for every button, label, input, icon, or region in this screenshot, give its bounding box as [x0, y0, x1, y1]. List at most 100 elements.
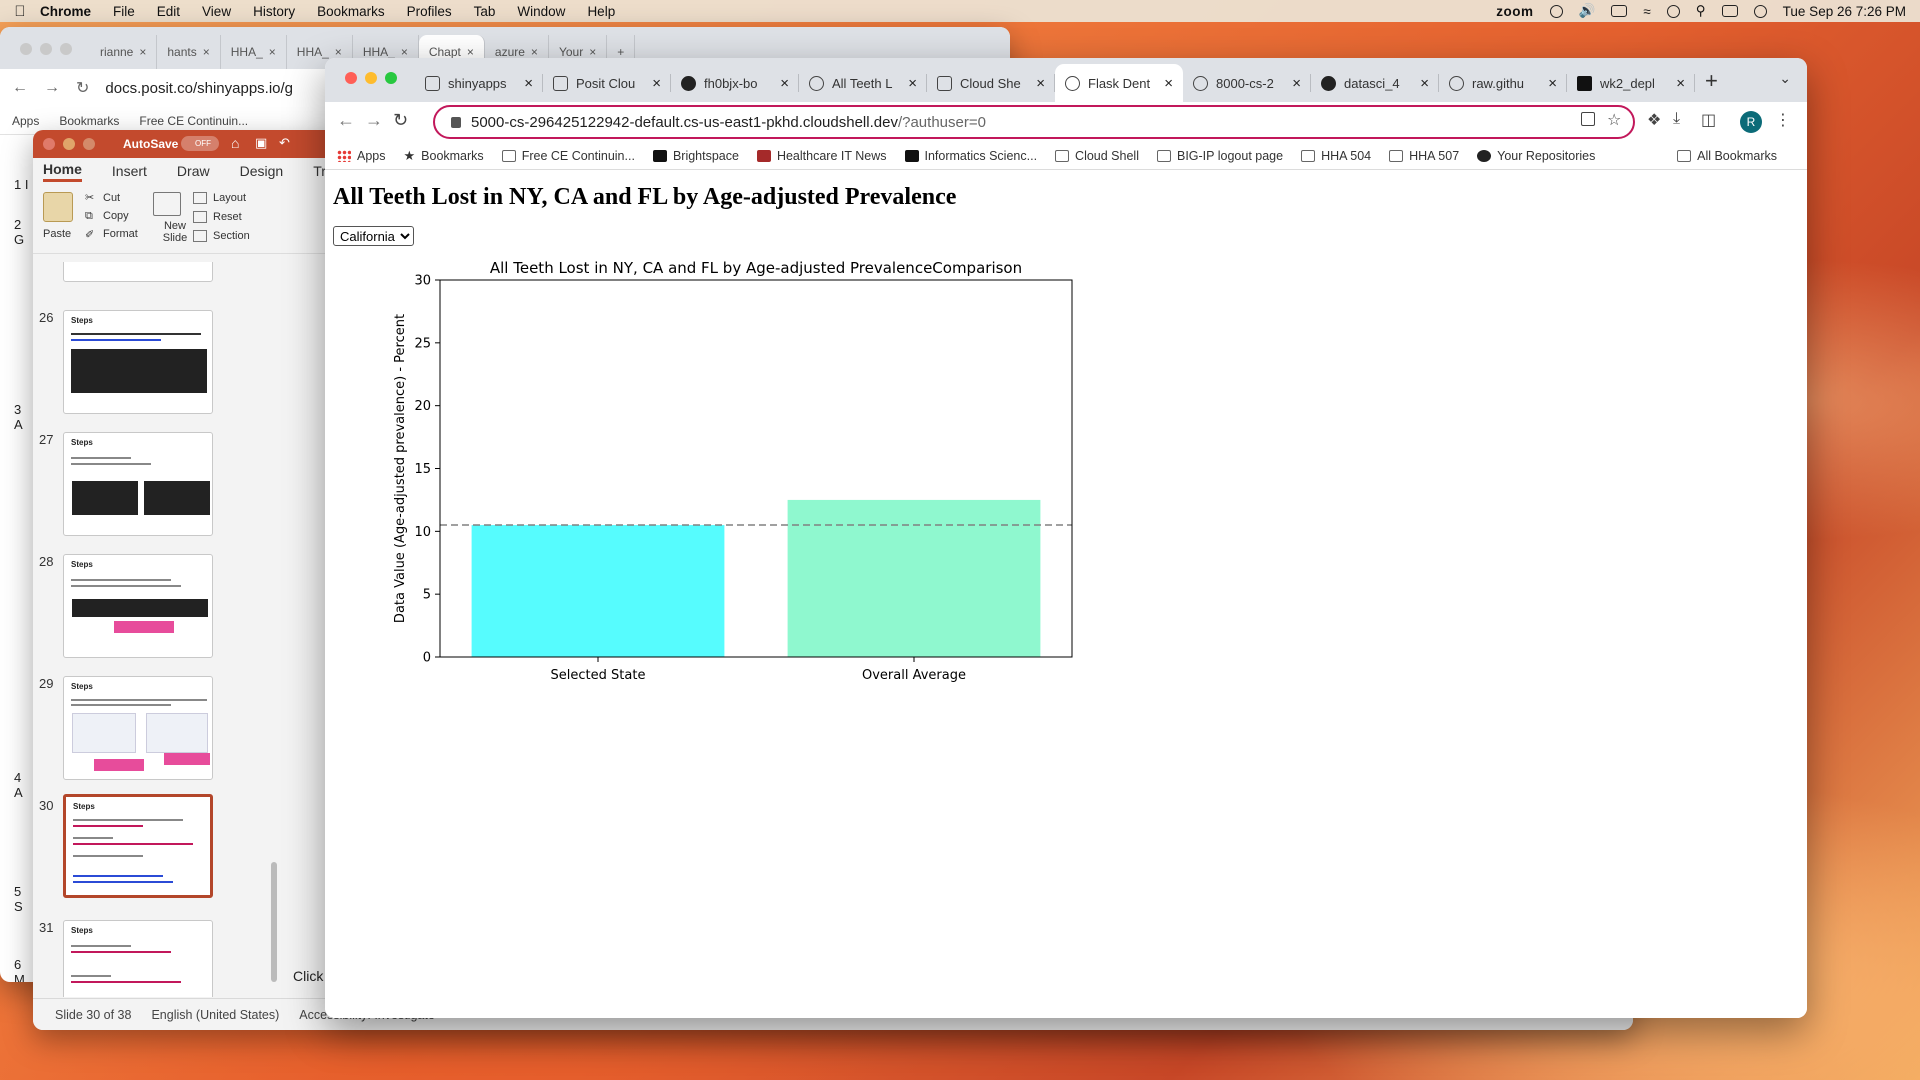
cut-icon[interactable]: ✂ [85, 192, 95, 204]
ppt-close-button[interactable] [43, 138, 55, 150]
slide-placeholder-text[interactable]: Click [293, 968, 324, 984]
ppt-minimize-button[interactable] [63, 138, 75, 150]
browser-tab[interactable]: Posit Clou × [543, 64, 671, 102]
ribbon-tab-insert[interactable]: Insert [111, 163, 147, 179]
browser-tab[interactable]: All Teeth L × [799, 64, 927, 102]
bookmark-item[interactable]: ★ Bookmarks [404, 148, 484, 164]
new-slide-icon[interactable] [153, 192, 181, 216]
tab-search-chevron-icon[interactable]: ⌄ [1779, 70, 1791, 86]
bg-close-button[interactable] [20, 43, 32, 55]
reset-button[interactable]: Reset [213, 211, 242, 223]
menu-help[interactable]: Help [587, 3, 616, 19]
bookmark-item[interactable]: Your Repositories [1477, 149, 1595, 163]
close-tab-icon[interactable]: × [1036, 74, 1045, 92]
language-status[interactable]: English (United States) [151, 1007, 280, 1022]
bookmark-item[interactable]: Cloud Shell [1055, 149, 1139, 163]
undo-icon[interactable]: ↶ [279, 135, 290, 150]
new-slide-button[interactable]: New Slide [162, 220, 188, 244]
menu-history[interactable]: History [253, 3, 296, 19]
bg-tab[interactable]: azure × [485, 35, 549, 69]
bg-minimize-button[interactable] [40, 43, 52, 55]
extensions-icon[interactable]: ❖ [1647, 112, 1662, 129]
siri-icon[interactable] [1753, 4, 1767, 18]
slide-thumbnail[interactable]: Steps [63, 676, 213, 780]
close-tab-icon[interactable]: × [1420, 74, 1429, 92]
ribbon-tab-home[interactable]: Home [43, 161, 82, 182]
bookmark-item[interactable]: Informatics Scienc... [904, 149, 1037, 163]
menu-app-name[interactable]: Chrome [40, 3, 92, 19]
save-icon[interactable]: ▣ [255, 135, 268, 150]
bookmark-item[interactable]: BIG-IP logout page [1156, 149, 1283, 163]
menu-edit[interactable]: Edit [156, 3, 181, 19]
menu-tab[interactable]: Tab [473, 3, 496, 19]
bg-tab[interactable]: HHA_ × [221, 35, 287, 69]
format-painter-button[interactable]: Format [103, 228, 138, 240]
bg-bookmark[interactable]: Apps [12, 113, 40, 128]
format-painter-icon[interactable]: ✐ [85, 229, 95, 241]
menu-profiles[interactable]: Profiles [406, 3, 452, 19]
forward-icon[interactable]: → [365, 110, 383, 130]
bookmark-item[interactable]: Free CE Continuin... [501, 149, 635, 163]
bg-bookmark[interactable]: Free CE Continuin... [139, 113, 249, 128]
state-dropdown[interactable]: California [333, 226, 414, 246]
spotlight-icon[interactable]: ⚲ [1695, 3, 1706, 18]
close-tab-icon[interactable]: × [908, 74, 917, 92]
thumbnail-scrollbar[interactable] [271, 862, 277, 982]
browser-tab[interactable]: 8000-cs-2 × [1183, 64, 1311, 102]
slide-thumbnail[interactable]: Steps [63, 920, 213, 997]
bookmark-item[interactable]: Brightspace [652, 149, 739, 163]
bookmark-star-icon[interactable]: ☆ [1607, 112, 1622, 129]
bg-back-icon[interactable]: ← [12, 79, 28, 96]
menu-file[interactable]: File [113, 3, 135, 19]
ribbon-tab-draw[interactable]: Draw [176, 163, 210, 179]
bg-tab[interactable]: rianne × [90, 35, 158, 69]
focus-icon[interactable] [1549, 4, 1563, 18]
paste-icon[interactable] [43, 192, 73, 222]
battery-icon[interactable] [1611, 5, 1628, 17]
reload-icon[interactable]: ↻ [393, 110, 409, 130]
bg-tab[interactable]: hants × [157, 35, 221, 69]
side-panel-icon[interactable]: ◫ [1701, 112, 1717, 129]
browser-tab[interactable]: wk2_depl × [1567, 64, 1695, 102]
browser-tab[interactable]: fh0bjx-bo × [671, 64, 799, 102]
address-bar-url[interactable]: 5000-cs-296425122942-default.cs-us-east1… [471, 113, 986, 131]
minimize-window-button[interactable] [365, 72, 377, 84]
all-bookmarks-folder[interactable]: All Bookmarks [1677, 149, 1795, 163]
menu-window[interactable]: Window [517, 3, 566, 19]
bookmark-item[interactable]: Apps [337, 149, 386, 163]
zoom-window-button[interactable] [385, 72, 397, 84]
menu-bookmarks[interactable]: Bookmarks [317, 3, 385, 19]
more-menu-icon[interactable]: ⋮ [1775, 112, 1791, 129]
browser-tab[interactable]: shinyapps × [415, 64, 543, 102]
address-bar[interactable]: 5000-cs-296425122942-default.cs-us-east1… [433, 105, 1635, 139]
share-icon[interactable] [1581, 112, 1595, 126]
paste-button[interactable]: Paste [43, 228, 72, 240]
bg-tab[interactable]: HHA_ × [353, 35, 419, 69]
bookmark-item[interactable]: HHA 507 [1389, 149, 1459, 163]
home-icon[interactable]: ⌂ [231, 135, 240, 151]
zoom-status[interactable]: zoom [1496, 3, 1534, 19]
lock-icon[interactable] [451, 116, 461, 128]
autosave-toggle[interactable]: OFF [181, 136, 219, 151]
bg-new-tab-button[interactable]: + [607, 35, 636, 69]
layout-button[interactable]: Layout [213, 192, 247, 204]
menu-view[interactable]: View [202, 3, 232, 19]
bg-tab[interactable]: HHA_ × [287, 35, 353, 69]
browser-tab-active[interactable]: Flask Dent × [1055, 64, 1183, 102]
volume-icon[interactable]: 🔊 [1578, 3, 1596, 18]
bg-forward-icon[interactable]: → [44, 79, 60, 96]
bookmark-item[interactable]: Healthcare IT News [756, 149, 887, 163]
close-tab-icon[interactable]: × [780, 74, 789, 92]
slide-thumbnail[interactable] [63, 262, 213, 282]
bg-url-text[interactable]: docs.posit.co/shinyapps.io/g [105, 79, 294, 97]
download-icon[interactable]: ⤓ [1673, 110, 1681, 127]
bg-zoom-button[interactable] [60, 43, 72, 55]
back-icon[interactable]: ← [337, 110, 355, 130]
copy-button[interactable]: Copy [103, 210, 129, 222]
browser-tab[interactable]: datasci_4 × [1311, 64, 1439, 102]
close-tab-icon[interactable]: × [1548, 74, 1557, 92]
close-tab-icon[interactable]: × [524, 74, 533, 92]
section-icon[interactable] [193, 230, 207, 242]
menubar-clock[interactable]: Tue Sep 26 7:26 PM [1782, 3, 1906, 19]
ribbon-tab-design[interactable]: Design [239, 163, 284, 179]
